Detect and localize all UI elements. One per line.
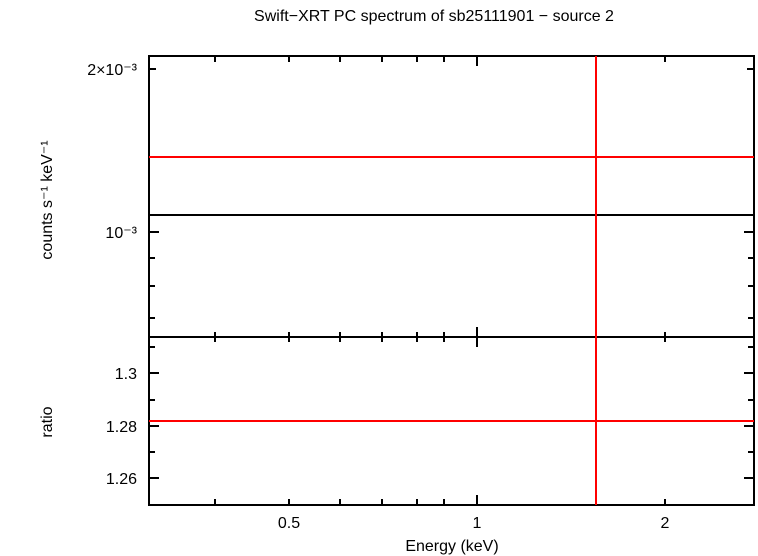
chart-title: Swift−XRT PC spectrum of sb25111901 − so… — [254, 8, 614, 25]
x-tick-0.5: 0.5 — [278, 515, 300, 532]
x-tick-1: 1 — [473, 515, 482, 532]
upper-y-ticks — [149, 68, 754, 319]
y-tick-1.28: 1.28 — [106, 419, 137, 436]
x-ticks — [214, 56, 666, 505]
lower-y-ticks — [149, 346, 754, 479]
x-axis-label: Energy (keV) — [405, 538, 498, 555]
lower-y-axis-label: ratio — [39, 406, 56, 437]
upper-y-axis-label: counts s⁻¹ keV⁻¹ — [39, 140, 56, 259]
x-tick-2: 2 — [661, 515, 670, 532]
y-tick-1e-3: 10⁻³ — [105, 225, 137, 242]
y-tick-1.30: 1.3 — [115, 366, 137, 383]
y-tick-1.26: 1.26 — [106, 471, 137, 488]
upper-panel-frame — [148, 55, 755, 338]
y-tick-2e-3: 2×10⁻³ — [87, 62, 137, 79]
